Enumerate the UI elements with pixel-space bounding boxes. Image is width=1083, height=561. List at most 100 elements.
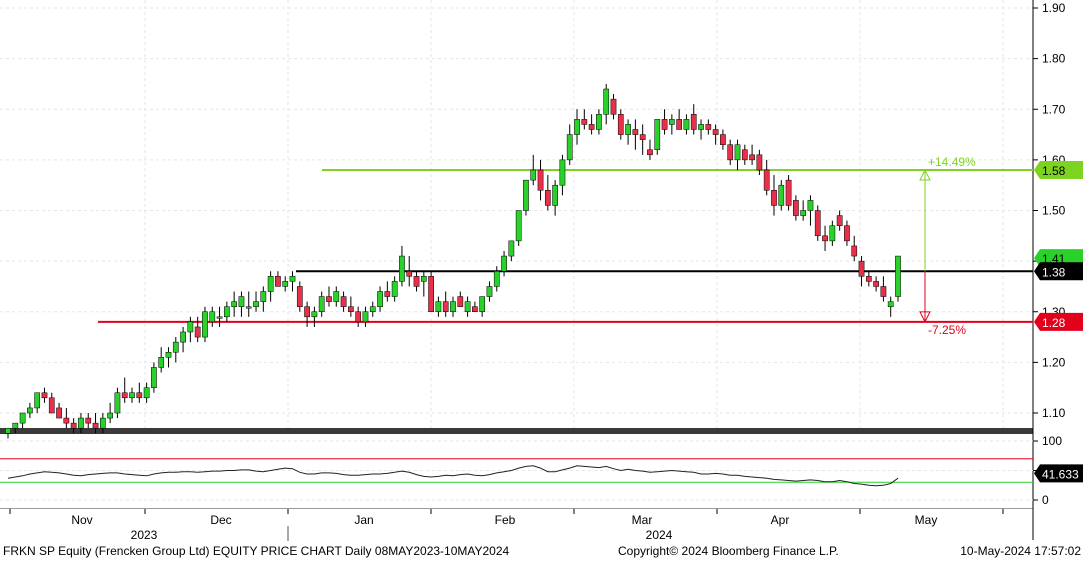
- candle-body: [851, 245, 858, 257]
- candle-body: [756, 154, 763, 171]
- y-tick-label: 1.90: [1042, 1, 1066, 15]
- candle-body: [632, 129, 639, 135]
- candle-body: [304, 306, 310, 318]
- pane-separator: [0, 428, 1033, 434]
- candle-body: [523, 179, 529, 211]
- candle-body: [151, 367, 157, 388]
- candle-body: [41, 392, 48, 399]
- candle-body: [231, 301, 238, 307]
- candle-body: [267, 276, 274, 292]
- level-tag-1.38-bg: [1034, 262, 1083, 281]
- candle-body: [793, 200, 799, 216]
- candle-body: [260, 291, 267, 302]
- candle-body: [391, 281, 398, 297]
- candle-body: [836, 215, 843, 226]
- candle-body: [85, 417, 92, 424]
- indicator-last-tag-bg: [1034, 464, 1083, 483]
- candle-body: [472, 306, 478, 312]
- candle-body: [581, 119, 588, 125]
- annotation-arrow: [919, 168, 931, 181]
- candle-body: [464, 301, 471, 312]
- candle-body: [92, 422, 99, 429]
- candle-body: [844, 225, 850, 242]
- x-month-label: Mar: [632, 513, 653, 527]
- candle-body: [311, 311, 318, 318]
- candle-body: [129, 392, 135, 399]
- candle-body: [275, 276, 281, 287]
- candle-body: [807, 200, 814, 211]
- footer-description: FRKN SP Equity (Frencken Group Ltd) EQUI…: [3, 544, 510, 558]
- candle-body: [727, 144, 734, 161]
- candle-body: [216, 316, 223, 319]
- level-tag-1.58: 1.58: [1042, 164, 1066, 178]
- y-tick-label: 1.20: [1042, 355, 1066, 369]
- candle-body: [296, 286, 303, 307]
- candle-body: [610, 98, 617, 115]
- candle-body: [245, 306, 252, 309]
- candle-body: [508, 240, 515, 257]
- candle-body: [158, 357, 165, 368]
- candle-body: [544, 190, 551, 206]
- indicator-tick-label: 0: [1042, 493, 1049, 507]
- candle-body: [479, 296, 486, 312]
- candle-body: [574, 119, 580, 135]
- candle-body: [822, 235, 828, 242]
- candle-body: [107, 412, 113, 419]
- candle-body: [12, 422, 19, 429]
- candle-body: [27, 407, 33, 414]
- candle-body: [720, 134, 726, 145]
- indicator-line: [7, 465, 899, 487]
- candle-body: [238, 296, 245, 307]
- candle-body: [253, 301, 259, 307]
- level-tag-1.28-bg: [1034, 312, 1083, 331]
- y-tick-label: 1.50: [1042, 204, 1066, 218]
- candle-body: [800, 210, 807, 216]
- candle-body: [530, 169, 537, 181]
- x-month-label: Apr: [771, 513, 790, 527]
- indicator-series: [0, 440, 1033, 501]
- candle-body: [136, 392, 143, 399]
- candle-body: [741, 149, 748, 161]
- x-month-label: Dec: [210, 513, 231, 527]
- indicator-last-tag: 41.633: [1042, 467, 1079, 481]
- candle-body: [63, 417, 70, 424]
- candle-body: [676, 119, 683, 130]
- candle-body: [442, 301, 449, 312]
- candle-body: [814, 210, 821, 237]
- level-lines: [98, 169, 1033, 323]
- candle-body: [880, 286, 887, 297]
- candle-body: [873, 281, 879, 287]
- x-year-label: 2023: [131, 528, 158, 542]
- candle-body: [486, 286, 493, 297]
- candle-body: [5, 427, 11, 434]
- candle-body: [121, 392, 128, 399]
- candle-body: [661, 119, 668, 130]
- candle-body: [48, 397, 55, 414]
- candle-body: [617, 114, 624, 135]
- candle-body: [763, 169, 770, 191]
- candle-body: [749, 154, 755, 161]
- candle-body: [639, 134, 646, 140]
- candle-body: [734, 144, 741, 161]
- candle-body: [333, 291, 340, 302]
- x-month-label: May: [915, 513, 938, 527]
- candle-body: [384, 291, 391, 297]
- candle-body: [865, 276, 872, 282]
- level-tag-1.28: 1.28: [1042, 316, 1066, 330]
- candle-body: [70, 422, 77, 429]
- candle-body: [647, 149, 653, 156]
- candle-body: [683, 119, 690, 130]
- candle-body: [202, 311, 208, 338]
- candle-body: [778, 184, 785, 206]
- candle-body: [194, 326, 201, 338]
- candle-body: [56, 407, 62, 419]
- candle-body: [362, 311, 369, 323]
- candle-body: [858, 260, 865, 277]
- candle-body: [99, 417, 106, 429]
- y-tick-label: 1.80: [1042, 52, 1066, 66]
- candle-body: [552, 184, 558, 206]
- candle-body: [895, 255, 901, 297]
- level-tag-1.58-bg: [1034, 161, 1083, 179]
- candle-body: [829, 225, 836, 242]
